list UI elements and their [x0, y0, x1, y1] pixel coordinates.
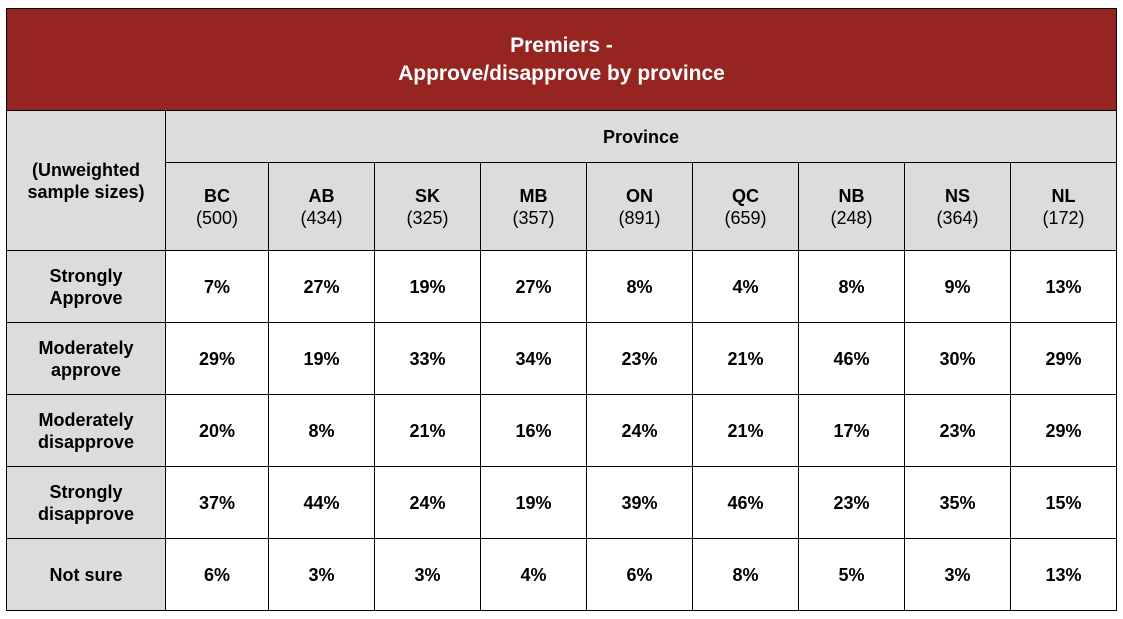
table-cell: 13% [1010, 250, 1117, 323]
table-cell: 33% [374, 322, 481, 395]
row-label: Moderately approve [6, 322, 166, 395]
column-header-code: SK [414, 185, 440, 206]
table-cell: 15% [1010, 466, 1117, 539]
table-cell: 19% [480, 466, 587, 539]
table-cell: 27% [480, 250, 587, 323]
table-cell: 4% [480, 538, 587, 611]
column-header-code: AB [308, 185, 335, 206]
table-cell: 34% [480, 322, 587, 395]
table-row: Strongly Approve 7% 27% 19% 27% 8% 4% 8% 9% 13% [6, 250, 1117, 323]
column-header-ns: NS (364) [904, 162, 1011, 251]
row-label: Strongly disapprove [6, 466, 166, 539]
table-cell: 5% [798, 538, 905, 611]
table-cell: 24% [374, 466, 481, 539]
column-header-code: MB [519, 185, 548, 206]
table-cell: 19% [374, 250, 481, 323]
table-cell: 3% [374, 538, 481, 611]
table-row: Strongly disapprove 37% 44% 24% 19% 39% 46% 23%… [6, 466, 1117, 539]
table-title: Premiers - Approve/disapprove by provinc… [6, 8, 1117, 111]
province-group-header: Province [165, 110, 1117, 163]
table-cell: 46% [692, 466, 799, 539]
column-header-sample-size: (357) [512, 207, 555, 228]
table-cell: 8% [798, 250, 905, 323]
column-header-nl: NL (172) [1010, 162, 1117, 251]
table-cell: 29% [1010, 322, 1117, 395]
column-header-sample-size: (172) [1042, 207, 1085, 228]
column-header-qc: QC (659) [692, 162, 799, 251]
column-header-sample-size: (325) [406, 207, 449, 228]
table-cell: 24% [586, 394, 693, 467]
table-cell: 8% [268, 394, 375, 467]
table-cell: 17% [798, 394, 905, 467]
column-header-code: BC [204, 185, 230, 206]
table-cell: 23% [904, 394, 1011, 467]
column-header-code: QC [732, 185, 759, 206]
column-header-nb: NB (248) [798, 162, 905, 251]
table-cell: 21% [374, 394, 481, 467]
column-header-code: NL [1051, 185, 1076, 206]
column-header-sample-size: (364) [936, 207, 979, 228]
column-header-on: ON (891) [586, 162, 693, 251]
column-header-bc: BC (500) [165, 162, 269, 251]
approval-table-container: Premiers - Approve/disapprove by provinc… [6, 8, 1117, 611]
column-header-sample-size: (500) [195, 207, 239, 228]
table-cell: 29% [1010, 394, 1117, 467]
table-cell: 13% [1010, 538, 1117, 611]
table-cell: 8% [692, 538, 799, 611]
table-cell: 27% [268, 250, 375, 323]
table-cell: 4% [692, 250, 799, 323]
column-header-sample-size: (434) [300, 207, 343, 228]
table-cell: 3% [904, 538, 1011, 611]
column-header-mb: MB (357) [480, 162, 587, 251]
table-cell: 46% [798, 322, 905, 395]
table-cell: 21% [692, 322, 799, 395]
table-cell: 6% [165, 538, 269, 611]
table-title-line-1: Premiers - [510, 33, 613, 57]
row-label: Not sure [6, 538, 166, 611]
column-header-ab: AB (434) [268, 162, 375, 251]
column-header-sample-size: (659) [724, 207, 767, 228]
table-cell: 44% [268, 466, 375, 539]
table-cell: 30% [904, 322, 1011, 395]
table-cell: 8% [586, 250, 693, 323]
table-row: Moderately disapprove 20% 8% 21% 16% 24% 21% 17… [6, 394, 1117, 467]
column-header-sample-size: (891) [618, 207, 661, 228]
table-cell: 23% [586, 322, 693, 395]
table-cell: 39% [586, 466, 693, 539]
table-cell: 6% [586, 538, 693, 611]
table-title-line-2: Approve/disapprove by province [398, 61, 725, 85]
column-header-code: NS [944, 185, 970, 206]
column-header-sk: SK (325) [374, 162, 481, 251]
table-cell: 19% [268, 322, 375, 395]
approval-table: Premiers - Approve/disapprove by provinc… [6, 8, 1117, 611]
table-cell: 23% [798, 466, 905, 539]
row-label: Moderately disapprove [6, 394, 166, 467]
row-label: Strongly Approve [6, 250, 166, 323]
column-header-row: BC (500) AB (434) SK (325) MB (357) ON (891) QC (65… [7, 162, 1117, 251]
table-row: Moderately approve 29% 19% 33% 34% 23% 21% 46% 3… [6, 322, 1117, 395]
table-body: Strongly Approve 7% 27% 19% 27% 8% 4% 8% 9% 13% Mo… [6, 250, 1117, 611]
table-cell: 16% [480, 394, 587, 467]
table-cell: 37% [165, 466, 269, 539]
table-cell: 7% [165, 250, 269, 323]
table-cell: 21% [692, 394, 799, 467]
corner-label: (Unweighted sample sizes) [6, 110, 166, 251]
table-cell: 3% [268, 538, 375, 611]
table-cell: 9% [904, 250, 1011, 323]
table-cell: 20% [165, 394, 269, 467]
column-header-code: ON [626, 185, 653, 206]
table-cell: 35% [904, 466, 1011, 539]
table-cell: 29% [165, 322, 269, 395]
column-header-sample-size: (248) [830, 207, 873, 228]
column-header-code: NB [838, 185, 865, 206]
table-row: Not sure 6% 3% 3% 4% 6% 8% 5% 3% 13% [6, 538, 1117, 611]
